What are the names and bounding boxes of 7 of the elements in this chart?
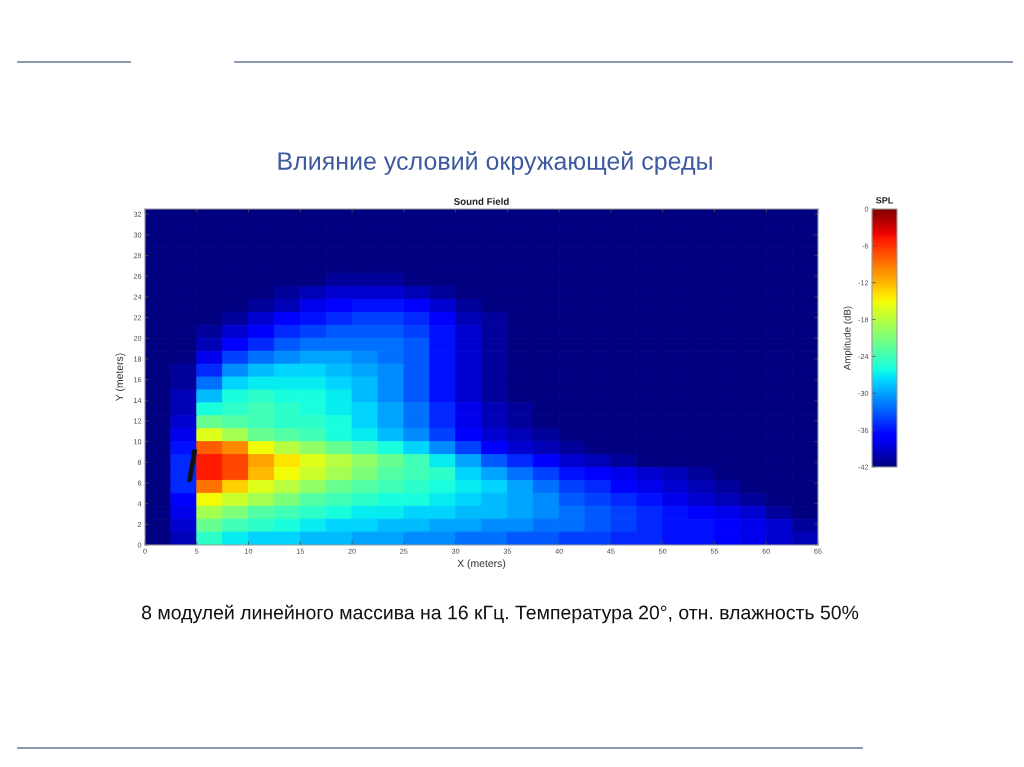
- legend-title: SPL: [875, 197, 893, 204]
- chart-subtitle: Sound Field: [453, 197, 509, 205]
- text: 8 модулей линейного массива на 16 кГц. Температура 20°, отн. влажность 50%: [142, 604, 859, 624]
- chart-title: Влияние условий окружающей среды: [278, 151, 712, 175]
- color-bar-title: Amplitude (dB): [843, 306, 853, 371]
- y-axis-title: Y (meters): [115, 353, 126, 401]
- x-axis-title: X (meters): [457, 559, 506, 570]
